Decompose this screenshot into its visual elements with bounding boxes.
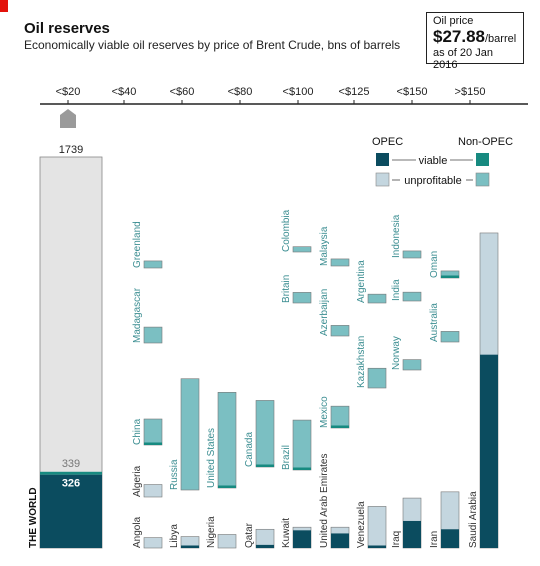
price-tick-label: <$80 bbox=[228, 86, 253, 98]
country-label-nigeria: Nigeria bbox=[206, 516, 217, 548]
country-label-azerbaijan: Azerbaijan bbox=[319, 289, 330, 336]
bar-britain-unprofitable bbox=[292, 292, 312, 304]
price-tick-label: <$150 bbox=[397, 86, 428, 98]
bar-united-states-viable bbox=[218, 485, 236, 488]
brand-accent-bar bbox=[0, 0, 8, 12]
country-label-colombia: Colombia bbox=[281, 209, 292, 252]
country-label-kuwait: Kuwait bbox=[281, 518, 292, 548]
bar-kazakhstan-unprofitable bbox=[367, 367, 387, 389]
country-label-indonesia: Indonesia bbox=[391, 214, 402, 258]
country-label-argentina: Argentina bbox=[356, 260, 367, 303]
chart-title: Oil reserves bbox=[24, 20, 110, 37]
bar-brazil-viable bbox=[293, 467, 311, 470]
chart-subtitle: Economically viable oil reserves by pric… bbox=[24, 38, 401, 52]
price-tick-label: <$20 bbox=[56, 86, 81, 98]
bar-mexico-viable bbox=[331, 425, 349, 428]
oil-price-label: Oil price bbox=[433, 15, 474, 27]
legend-nonopec-viable-swatch bbox=[476, 153, 489, 166]
bar-kuwait-viable bbox=[293, 530, 311, 548]
bar-venezuela-viable bbox=[368, 545, 386, 548]
world-nonopec-viable-bar bbox=[40, 471, 102, 475]
bar-madagascar-unprofitable bbox=[143, 326, 163, 344]
bar-china-unprofitable bbox=[143, 418, 163, 446]
bar-australia-unprofitable bbox=[440, 331, 460, 343]
legend-opec-label: OPEC bbox=[372, 136, 403, 148]
bar-colombia-unprofitable bbox=[292, 246, 312, 253]
bar-angola-unprofitable bbox=[143, 537, 163, 549]
bar-nigeria-unprofitable bbox=[217, 534, 237, 549]
country-label-qatar: Qatar bbox=[244, 522, 255, 548]
country-label-kazakhstan: Kazakhstan bbox=[356, 336, 367, 388]
country-label-oman: Oman bbox=[429, 251, 440, 278]
bar-oman-viable bbox=[441, 275, 459, 278]
bar-greenland-unprofitable bbox=[143, 260, 163, 269]
bar-china-viable bbox=[144, 442, 162, 445]
country-label-united-arab-emirates: United Arab Emirates bbox=[319, 454, 330, 549]
country-label-australia: Australia bbox=[429, 303, 440, 342]
world-viable-label: 326 bbox=[62, 478, 80, 490]
bar-libya-viable bbox=[181, 545, 199, 548]
bar-indonesia-unprofitable bbox=[402, 250, 422, 259]
bar-iraq-viable bbox=[403, 520, 421, 548]
country-label-angola: Angola bbox=[132, 516, 143, 548]
country-label-venezuela: Venezuela bbox=[356, 501, 367, 548]
price-tick-label: >$150 bbox=[455, 86, 486, 98]
world-viable-incl-label: 339 bbox=[62, 458, 80, 470]
legend-nonopec-label: Non-OPEC bbox=[458, 136, 513, 148]
country-label-libya: Libya bbox=[169, 524, 180, 548]
price-tick-label: <$100 bbox=[283, 86, 314, 98]
oil-price-box: Oil price $27.88/barrel as of 20 Jan 201… bbox=[426, 12, 524, 71]
legend-opec-unprofitable-swatch bbox=[375, 172, 390, 187]
bar-mexico-unprofitable bbox=[330, 405, 350, 429]
country-label-britain: Britain bbox=[281, 275, 292, 303]
price-tick-label: <$125 bbox=[339, 86, 370, 98]
country-label-norway: Norway bbox=[391, 336, 402, 370]
country-label-saudi-arabia: Saudi Arabia bbox=[468, 491, 479, 548]
bar-united-states-unprofitable bbox=[217, 392, 237, 489]
bar-canada-viable bbox=[256, 464, 274, 467]
country-label-russia: Russia bbox=[169, 459, 180, 490]
bar-norway-unprofitable bbox=[402, 359, 422, 371]
country-label-greenland: Greenland bbox=[132, 221, 143, 268]
bar-azerbaijan-unprofitable bbox=[330, 325, 350, 337]
oil-price-unit: /barrel bbox=[485, 33, 517, 45]
world-total-label: 1739 bbox=[59, 144, 83, 156]
country-label-mexico: Mexico bbox=[319, 396, 330, 428]
legend-opec-viable-swatch bbox=[376, 153, 389, 166]
oil-price-value: $27.88 bbox=[433, 27, 485, 46]
country-label-india: India bbox=[391, 279, 402, 301]
bar-venezuela-unprofitable bbox=[367, 506, 387, 549]
bar-united-arab-emirates-viable bbox=[331, 533, 349, 548]
price-tick-label: <$60 bbox=[170, 86, 195, 98]
country-label-iran: Iran bbox=[429, 531, 440, 548]
country-label-malaysia: Malaysia bbox=[319, 226, 330, 266]
legend-nonopec-unprofitable-swatch bbox=[475, 172, 490, 187]
current-price-marker bbox=[60, 109, 76, 128]
world-opec-viable-bar bbox=[40, 474, 102, 548]
bar-india-unprofitable bbox=[402, 291, 422, 302]
country-label-china: China bbox=[132, 418, 143, 445]
bar-iran-viable bbox=[441, 529, 459, 548]
bar-argentina-unprofitable bbox=[367, 293, 387, 304]
bar-qatar-viable bbox=[256, 544, 274, 548]
oil-price-date: as of 20 Jan 2016 bbox=[433, 47, 493, 71]
legend-viable-label: viable bbox=[419, 155, 448, 167]
country-label-madagascar: Madagascar bbox=[132, 287, 143, 343]
country-label-canada: Canada bbox=[244, 432, 255, 467]
world-label: THE WORLD bbox=[28, 487, 39, 548]
country-label-united-states: United States bbox=[206, 428, 217, 488]
legend-unprofitable-label: unprofitable bbox=[404, 175, 462, 187]
country-label-iraq: Iraq bbox=[391, 531, 402, 548]
bar-russia-unprofitable bbox=[180, 378, 200, 491]
bar-canada-unprofitable bbox=[255, 400, 275, 468]
bar-algeria-unprofitable bbox=[143, 484, 163, 498]
bar-malaysia-unprofitable bbox=[330, 258, 350, 267]
price-tick-label: <$40 bbox=[112, 86, 137, 98]
bar-brazil-unprofitable bbox=[292, 419, 312, 471]
bar-saudi-arabia-viable bbox=[480, 354, 498, 548]
country-label-brazil: Brazil bbox=[281, 445, 292, 470]
country-label-algeria: Algeria bbox=[132, 465, 143, 497]
